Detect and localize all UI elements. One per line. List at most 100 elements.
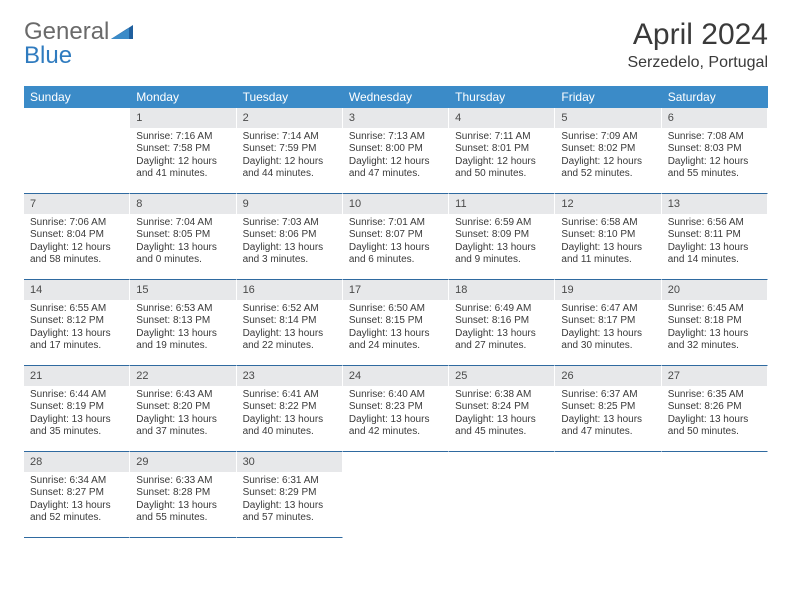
day-number: 3 bbox=[343, 108, 448, 128]
sunrise-line: Sunrise: 6:34 AM bbox=[30, 475, 123, 488]
header: General April 2024 Serzedelo, Portugal bbox=[24, 18, 768, 72]
day-cell: 10Sunrise: 7:01 AMSunset: 8:07 PMDayligh… bbox=[343, 194, 449, 280]
day-cell: 18Sunrise: 6:49 AMSunset: 8:16 PMDayligh… bbox=[449, 280, 555, 366]
day-body: Sunrise: 7:14 AMSunset: 7:59 PMDaylight:… bbox=[237, 128, 342, 186]
day-number: 7 bbox=[24, 194, 129, 214]
daylight-line: Daylight: 13 hours and 6 minutes. bbox=[349, 242, 442, 267]
day-number: 6 bbox=[662, 108, 767, 128]
day-cell: 5Sunrise: 7:09 AMSunset: 8:02 PMDaylight… bbox=[555, 108, 661, 194]
day-cell: 11Sunrise: 6:59 AMSunset: 8:09 PMDayligh… bbox=[449, 194, 555, 280]
sunrise-line: Sunrise: 6:41 AM bbox=[243, 389, 336, 402]
weekday-thu: Thursday bbox=[449, 86, 555, 108]
day-cell: 19Sunrise: 6:47 AMSunset: 8:17 PMDayligh… bbox=[555, 280, 661, 366]
sunrise-line: Sunrise: 6:52 AM bbox=[243, 303, 336, 316]
daylight-line: Daylight: 13 hours and 47 minutes. bbox=[561, 414, 654, 439]
sunset-line: Sunset: 8:27 PM bbox=[30, 487, 123, 500]
sunset-line: Sunset: 8:26 PM bbox=[668, 401, 761, 414]
day-body: Sunrise: 6:50 AMSunset: 8:15 PMDaylight:… bbox=[343, 300, 448, 358]
sunrise-line: Sunrise: 6:35 AM bbox=[668, 389, 761, 402]
day-number: 23 bbox=[237, 366, 342, 386]
day-body: Sunrise: 6:55 AMSunset: 8:12 PMDaylight:… bbox=[24, 300, 129, 358]
day-number: 19 bbox=[555, 280, 660, 300]
sunrise-line: Sunrise: 7:03 AM bbox=[243, 217, 336, 230]
sunset-line: Sunset: 8:00 PM bbox=[349, 143, 442, 156]
day-number: 29 bbox=[130, 452, 235, 472]
day-number: 18 bbox=[449, 280, 554, 300]
sunset-line: Sunset: 8:17 PM bbox=[561, 315, 654, 328]
sunset-line: Sunset: 8:05 PM bbox=[136, 229, 229, 242]
sunrise-line: Sunrise: 6:56 AM bbox=[668, 217, 761, 230]
day-body: Sunrise: 6:33 AMSunset: 8:28 PMDaylight:… bbox=[130, 472, 235, 530]
day-body: Sunrise: 6:44 AMSunset: 8:19 PMDaylight:… bbox=[24, 386, 129, 444]
day-body: Sunrise: 7:09 AMSunset: 8:02 PMDaylight:… bbox=[555, 128, 660, 186]
sunrise-line: Sunrise: 6:43 AM bbox=[136, 389, 229, 402]
sunset-line: Sunset: 8:12 PM bbox=[30, 315, 123, 328]
sunset-line: Sunset: 8:24 PM bbox=[455, 401, 548, 414]
day-number: 11 bbox=[449, 194, 554, 214]
sunrise-line: Sunrise: 6:45 AM bbox=[668, 303, 761, 316]
sunrise-line: Sunrise: 6:58 AM bbox=[561, 217, 654, 230]
day-cell: 22Sunrise: 6:43 AMSunset: 8:20 PMDayligh… bbox=[130, 366, 236, 452]
daylight-line: Daylight: 13 hours and 42 minutes. bbox=[349, 414, 442, 439]
sunset-line: Sunset: 8:07 PM bbox=[349, 229, 442, 242]
day-cell: 1Sunrise: 7:16 AMSunset: 7:58 PMDaylight… bbox=[130, 108, 236, 194]
sunset-line: Sunset: 7:59 PM bbox=[243, 143, 336, 156]
day-cell: 13Sunrise: 6:56 AMSunset: 8:11 PMDayligh… bbox=[662, 194, 768, 280]
sunset-line: Sunset: 8:02 PM bbox=[561, 143, 654, 156]
day-cell: 24Sunrise: 6:40 AMSunset: 8:23 PMDayligh… bbox=[343, 366, 449, 452]
brand-triangle-icon bbox=[111, 18, 133, 46]
weekday-mon: Monday bbox=[130, 86, 236, 108]
weekday-header: Sunday Monday Tuesday Wednesday Thursday… bbox=[24, 86, 768, 108]
day-cell: 17Sunrise: 6:50 AMSunset: 8:15 PMDayligh… bbox=[343, 280, 449, 366]
day-number: 10 bbox=[343, 194, 448, 214]
day-number: 2 bbox=[237, 108, 342, 128]
daylight-line: Daylight: 13 hours and 24 minutes. bbox=[349, 328, 442, 353]
day-cell: 4Sunrise: 7:11 AMSunset: 8:01 PMDaylight… bbox=[449, 108, 555, 194]
sunset-line: Sunset: 8:03 PM bbox=[668, 143, 761, 156]
sunset-line: Sunset: 8:29 PM bbox=[243, 487, 336, 500]
weekday-sun: Sunday bbox=[24, 86, 130, 108]
day-body: Sunrise: 6:53 AMSunset: 8:13 PMDaylight:… bbox=[130, 300, 235, 358]
day-body: Sunrise: 6:58 AMSunset: 8:10 PMDaylight:… bbox=[555, 214, 660, 272]
day-body: Sunrise: 7:03 AMSunset: 8:06 PMDaylight:… bbox=[237, 214, 342, 272]
day-cell-blank: . bbox=[449, 452, 555, 538]
daylight-line: Daylight: 13 hours and 45 minutes. bbox=[455, 414, 548, 439]
daylight-line: Daylight: 13 hours and 52 minutes. bbox=[30, 500, 123, 525]
daylight-line: Daylight: 13 hours and 32 minutes. bbox=[668, 328, 761, 353]
day-cell: 15Sunrise: 6:53 AMSunset: 8:13 PMDayligh… bbox=[130, 280, 236, 366]
daylight-line: Daylight: 13 hours and 19 minutes. bbox=[136, 328, 229, 353]
day-cell: 30Sunrise: 6:31 AMSunset: 8:29 PMDayligh… bbox=[237, 452, 343, 538]
day-body: Sunrise: 6:35 AMSunset: 8:26 PMDaylight:… bbox=[662, 386, 767, 444]
sunrise-line: Sunrise: 6:47 AM bbox=[561, 303, 654, 316]
day-body: Sunrise: 7:01 AMSunset: 8:07 PMDaylight:… bbox=[343, 214, 448, 272]
day-cell: 23Sunrise: 6:41 AMSunset: 8:22 PMDayligh… bbox=[237, 366, 343, 452]
day-cell: 29Sunrise: 6:33 AMSunset: 8:28 PMDayligh… bbox=[130, 452, 236, 538]
weekday-sat: Saturday bbox=[662, 86, 768, 108]
daylight-line: Daylight: 13 hours and 40 minutes. bbox=[243, 414, 336, 439]
day-body: Sunrise: 6:31 AMSunset: 8:29 PMDaylight:… bbox=[237, 472, 342, 530]
daylight-line: Daylight: 12 hours and 52 minutes. bbox=[561, 156, 654, 181]
day-body: Sunrise: 6:49 AMSunset: 8:16 PMDaylight:… bbox=[449, 300, 554, 358]
day-body: Sunrise: 6:45 AMSunset: 8:18 PMDaylight:… bbox=[662, 300, 767, 358]
sunset-line: Sunset: 8:04 PM bbox=[30, 229, 123, 242]
day-number: 28 bbox=[24, 452, 129, 472]
day-body: Sunrise: 7:06 AMSunset: 8:04 PMDaylight:… bbox=[24, 214, 129, 272]
sunrise-line: Sunrise: 7:04 AM bbox=[136, 217, 229, 230]
sunrise-line: Sunrise: 7:09 AM bbox=[561, 131, 654, 144]
day-number: 20 bbox=[662, 280, 767, 300]
daylight-line: Daylight: 13 hours and 17 minutes. bbox=[30, 328, 123, 353]
day-number: 8 bbox=[130, 194, 235, 214]
sunrise-line: Sunrise: 6:40 AM bbox=[349, 389, 442, 402]
day-body: Sunrise: 6:56 AMSunset: 8:11 PMDaylight:… bbox=[662, 214, 767, 272]
sunrise-line: Sunrise: 7:06 AM bbox=[30, 217, 123, 230]
sunrise-line: Sunrise: 6:53 AM bbox=[136, 303, 229, 316]
sunrise-line: Sunrise: 6:50 AM bbox=[349, 303, 442, 316]
sunset-line: Sunset: 8:19 PM bbox=[30, 401, 123, 414]
location: Serzedelo, Portugal bbox=[627, 54, 768, 72]
daylight-line: Daylight: 12 hours and 47 minutes. bbox=[349, 156, 442, 181]
day-cell: 21Sunrise: 6:44 AMSunset: 8:19 PMDayligh… bbox=[24, 366, 130, 452]
sunset-line: Sunset: 8:09 PM bbox=[455, 229, 548, 242]
calendar-grid: . 1Sunrise: 7:16 AMSunset: 7:58 PMDayligh… bbox=[24, 108, 768, 538]
day-body: Sunrise: 7:16 AMSunset: 7:58 PMDaylight:… bbox=[130, 128, 235, 186]
weekday-wed: Wednesday bbox=[343, 86, 449, 108]
